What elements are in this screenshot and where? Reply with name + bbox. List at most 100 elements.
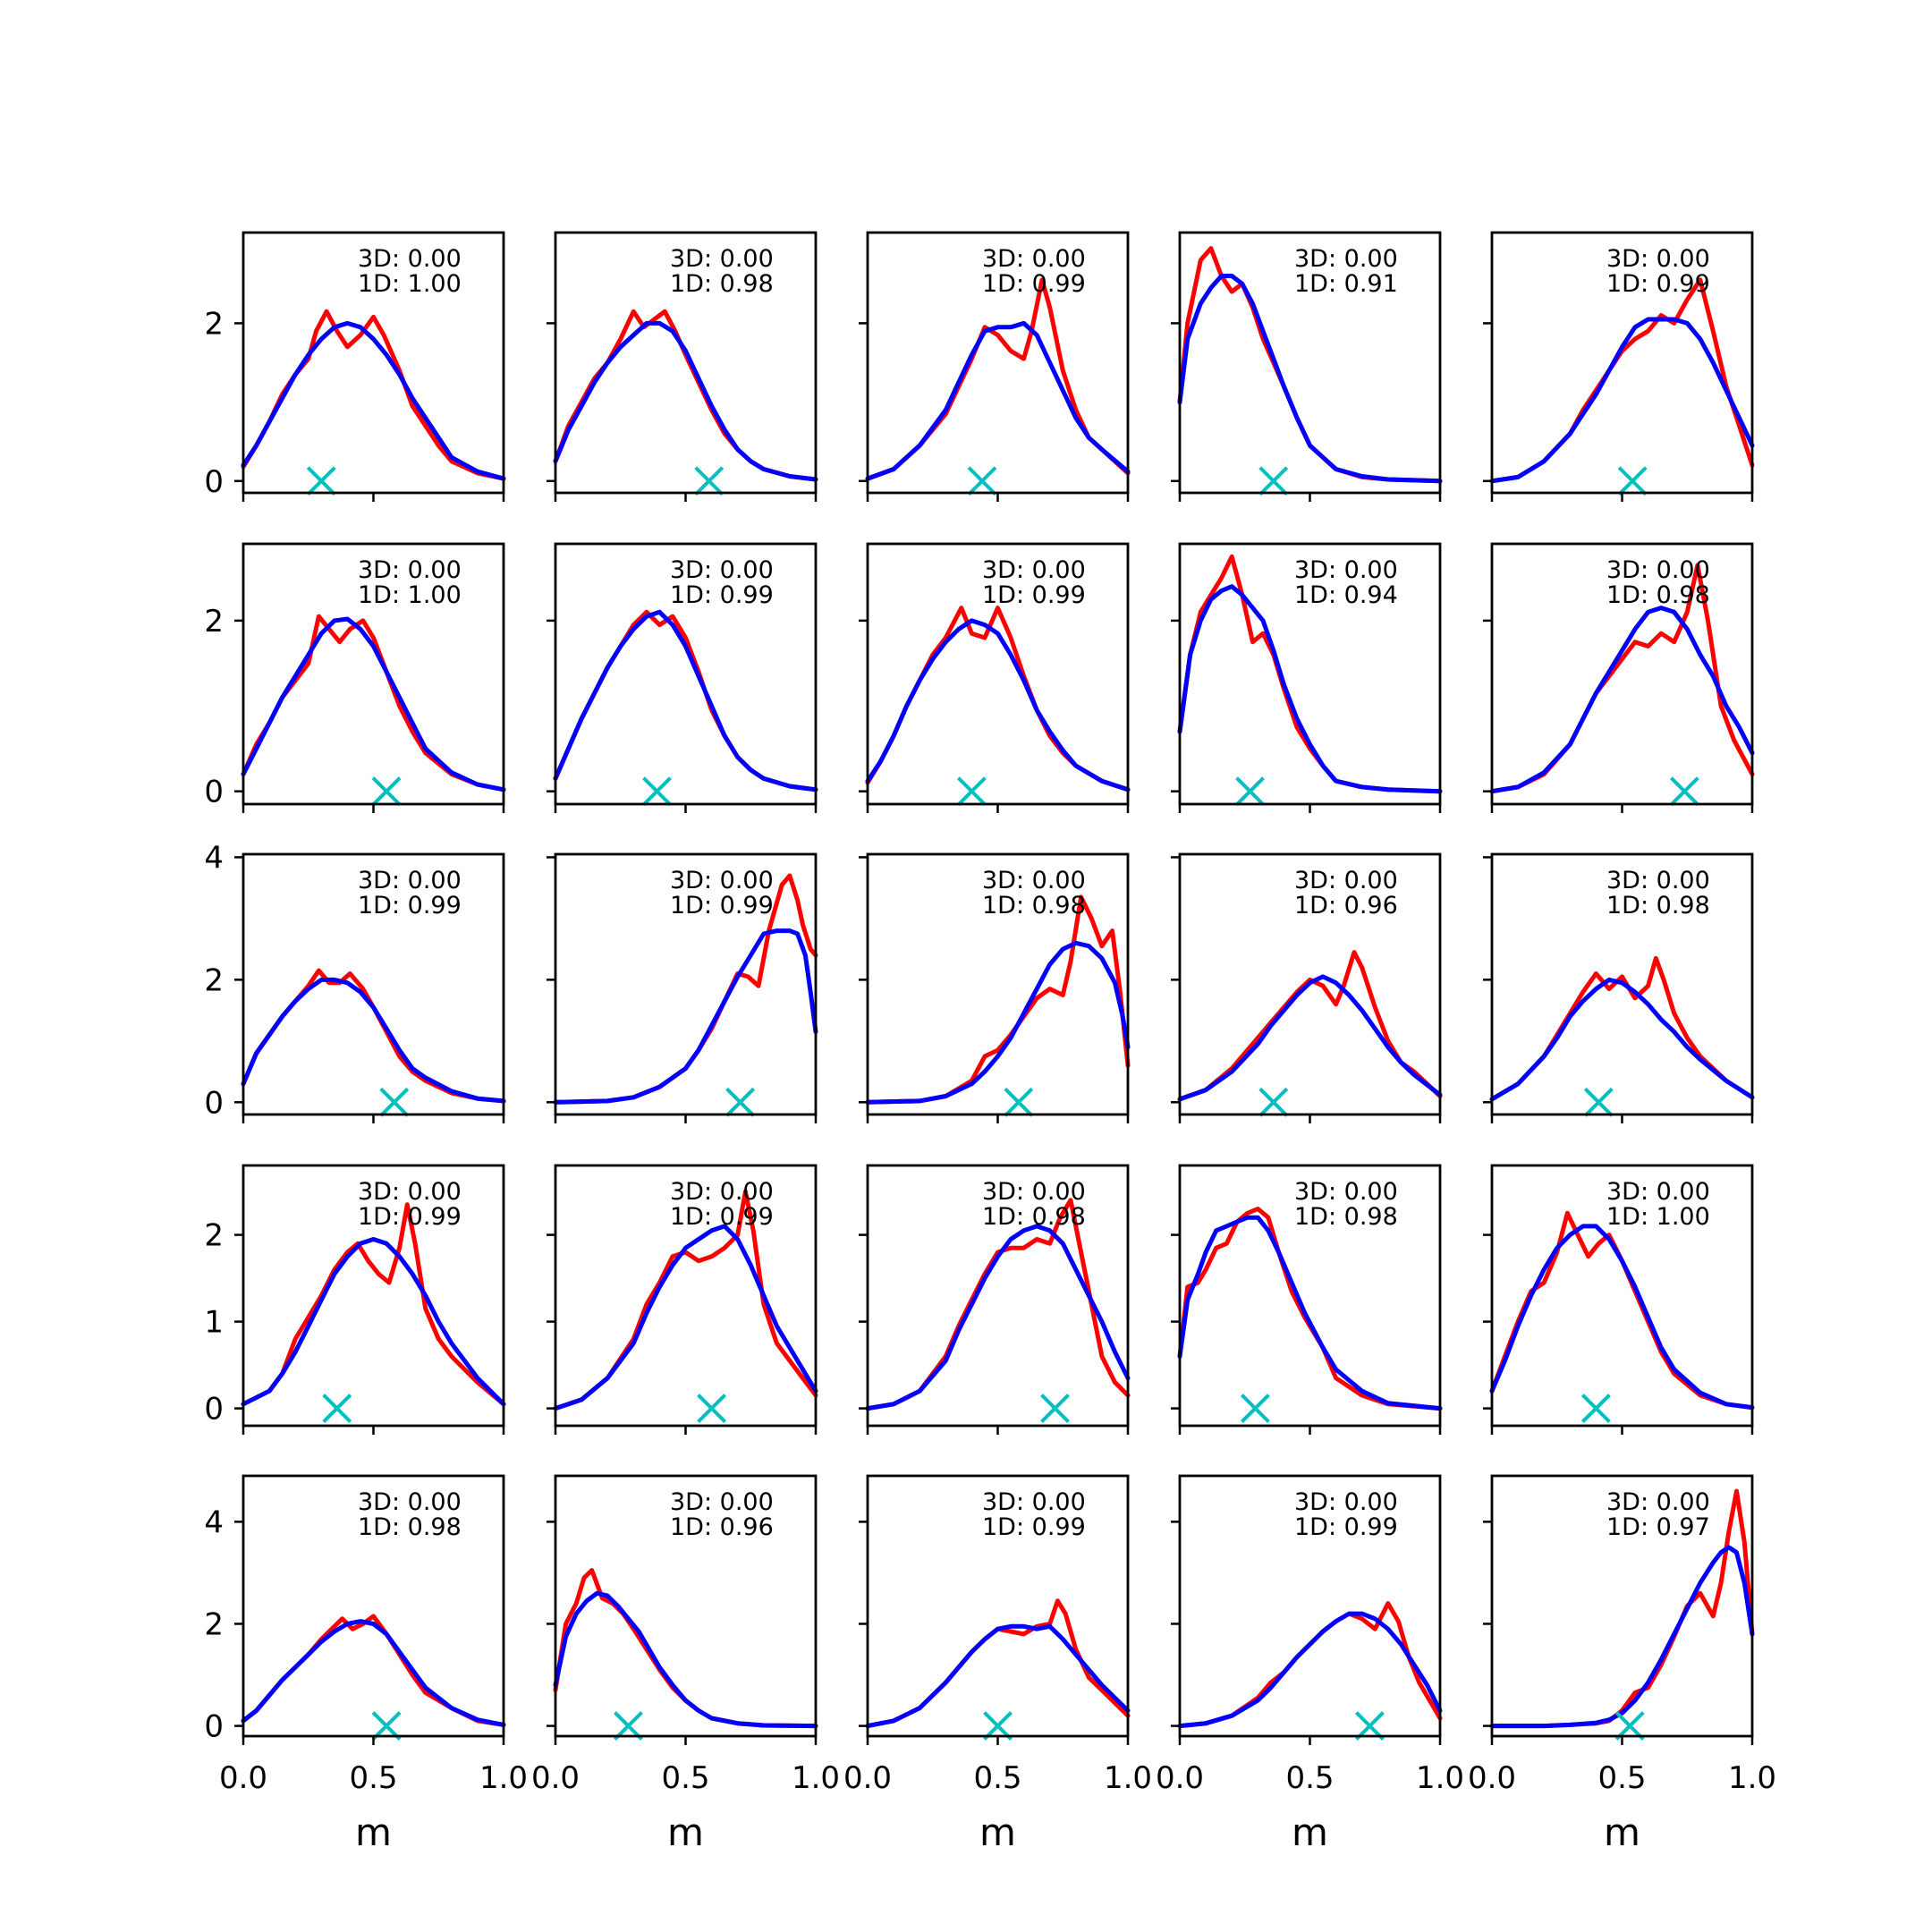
x-marker (371, 776, 402, 807)
y-tick-label: 2 (204, 1606, 224, 1642)
panel-annotation: 3D: 0.00 (358, 556, 462, 584)
panel-annotation: 1D: 0.99 (982, 270, 1086, 298)
panel-annotation: 3D: 0.00 (670, 1178, 774, 1206)
panel-annotation: 1D: 0.99 (1294, 1513, 1398, 1541)
blue-density-curve (865, 618, 1131, 792)
x-marker-stroke (983, 1711, 1013, 1741)
x-marker-stroke (1040, 1394, 1070, 1424)
y-tick-label: 0 (204, 1709, 224, 1745)
panel-annotation: 3D: 0.00 (358, 1178, 462, 1206)
blue-density-curve (553, 1590, 818, 1729)
x-marker-stroke (1235, 776, 1265, 807)
blue-density-curve (1177, 274, 1443, 484)
x-marker (371, 1711, 402, 1741)
x-marker-stroke (1583, 1087, 1614, 1117)
x-marker-stroke (306, 466, 336, 496)
blue-density-curve (241, 1237, 506, 1407)
x-marker-stroke (956, 776, 987, 807)
x-marker (1614, 1711, 1645, 1741)
x-marker-stroke (614, 1711, 643, 1741)
x-tick-label: 0.5 (973, 1760, 1021, 1796)
x-marker (694, 466, 724, 496)
blue-density-curve (241, 320, 506, 481)
panel-annotation: 1D: 0.91 (1294, 270, 1398, 298)
y-tick-label: 1 (204, 1305, 224, 1341)
x-marker (614, 1711, 643, 1741)
red-density-curve (865, 894, 1131, 1105)
panel-annotation: 3D: 0.00 (670, 556, 774, 584)
panel-annotation: 1D: 0.98 (982, 1203, 1086, 1231)
x-marker (1040, 1394, 1070, 1424)
x-marker (725, 1087, 756, 1117)
x-marker (1240, 1394, 1270, 1424)
panel-annotation: 3D: 0.00 (1606, 556, 1710, 584)
panel-annotation: 1D: 0.99 (670, 1203, 774, 1231)
panel-annotation: 3D: 0.00 (670, 1488, 774, 1516)
blue-density-curve (241, 616, 506, 792)
panel-annotation: 1D: 0.98 (982, 892, 1086, 919)
panel-annotation: 1D: 0.97 (1606, 1513, 1710, 1541)
y-tick-label: 0 (204, 1085, 224, 1121)
blue-density-curve (1489, 1224, 1755, 1411)
panel-annotation: 1D: 0.99 (670, 581, 774, 609)
x-marker-stroke (371, 776, 402, 807)
x-tick-label: 0.0 (1468, 1760, 1516, 1796)
panel-annotation: 3D: 0.00 (982, 1178, 1086, 1206)
x-marker (322, 1394, 352, 1424)
panel-annotation: 3D: 0.00 (1606, 1178, 1710, 1206)
panel-annotation: 1D: 0.99 (982, 581, 1086, 609)
x-marker-stroke (1614, 1711, 1645, 1741)
x-marker-stroke (379, 1087, 410, 1117)
blue-density-curve (553, 1224, 818, 1411)
x-axis-label: m (355, 1810, 392, 1854)
y-tick-label: 2 (204, 1218, 224, 1254)
x-marker (1258, 466, 1289, 496)
x-marker (956, 776, 987, 807)
x-marker-stroke (371, 1711, 402, 1741)
x-tick-label: 1.0 (1104, 1760, 1152, 1796)
x-marker-stroke (1617, 466, 1648, 496)
panel-annotation: 3D: 0.00 (1606, 245, 1710, 273)
panel-annotation: 3D: 0.00 (670, 245, 774, 273)
x-tick-label: 0.0 (531, 1760, 580, 1796)
panel-annotation: 3D: 0.00 (358, 867, 462, 894)
panel-annotation: 3D: 0.00 (1294, 556, 1398, 584)
panel-annotation: 3D: 0.00 (670, 867, 774, 894)
blue-density-curve (553, 320, 818, 482)
y-tick-label: 0 (204, 775, 224, 810)
panel-annotation: 1D: 0.99 (358, 892, 462, 919)
x-tick-label: 1.0 (1416, 1760, 1464, 1796)
panel-annotation: 3D: 0.00 (358, 245, 462, 273)
panel-annotation: 1D: 0.98 (358, 1513, 462, 1541)
x-marker (697, 1394, 727, 1424)
blue-density-curve (241, 1619, 506, 1727)
x-axis-label: m (667, 1810, 704, 1854)
red-density-curve (1177, 950, 1443, 1102)
x-marker (306, 466, 336, 496)
x-axis-label: m (979, 1810, 1016, 1854)
x-tick-label: 0.5 (1597, 1760, 1646, 1796)
panel-annotation: 3D: 0.00 (1606, 867, 1710, 894)
blue-density-curve (1177, 974, 1443, 1102)
panel-annotation: 3D: 0.00 (1294, 1488, 1398, 1516)
x-marker-stroke (725, 1087, 756, 1117)
x-marker-stroke (697, 1394, 727, 1424)
x-tick-label: 0.5 (1285, 1760, 1334, 1796)
panel-annotation: 1D: 0.98 (1606, 892, 1710, 919)
panel-annotation: 3D: 0.00 (1294, 867, 1398, 894)
blue-density-curve (553, 609, 818, 792)
